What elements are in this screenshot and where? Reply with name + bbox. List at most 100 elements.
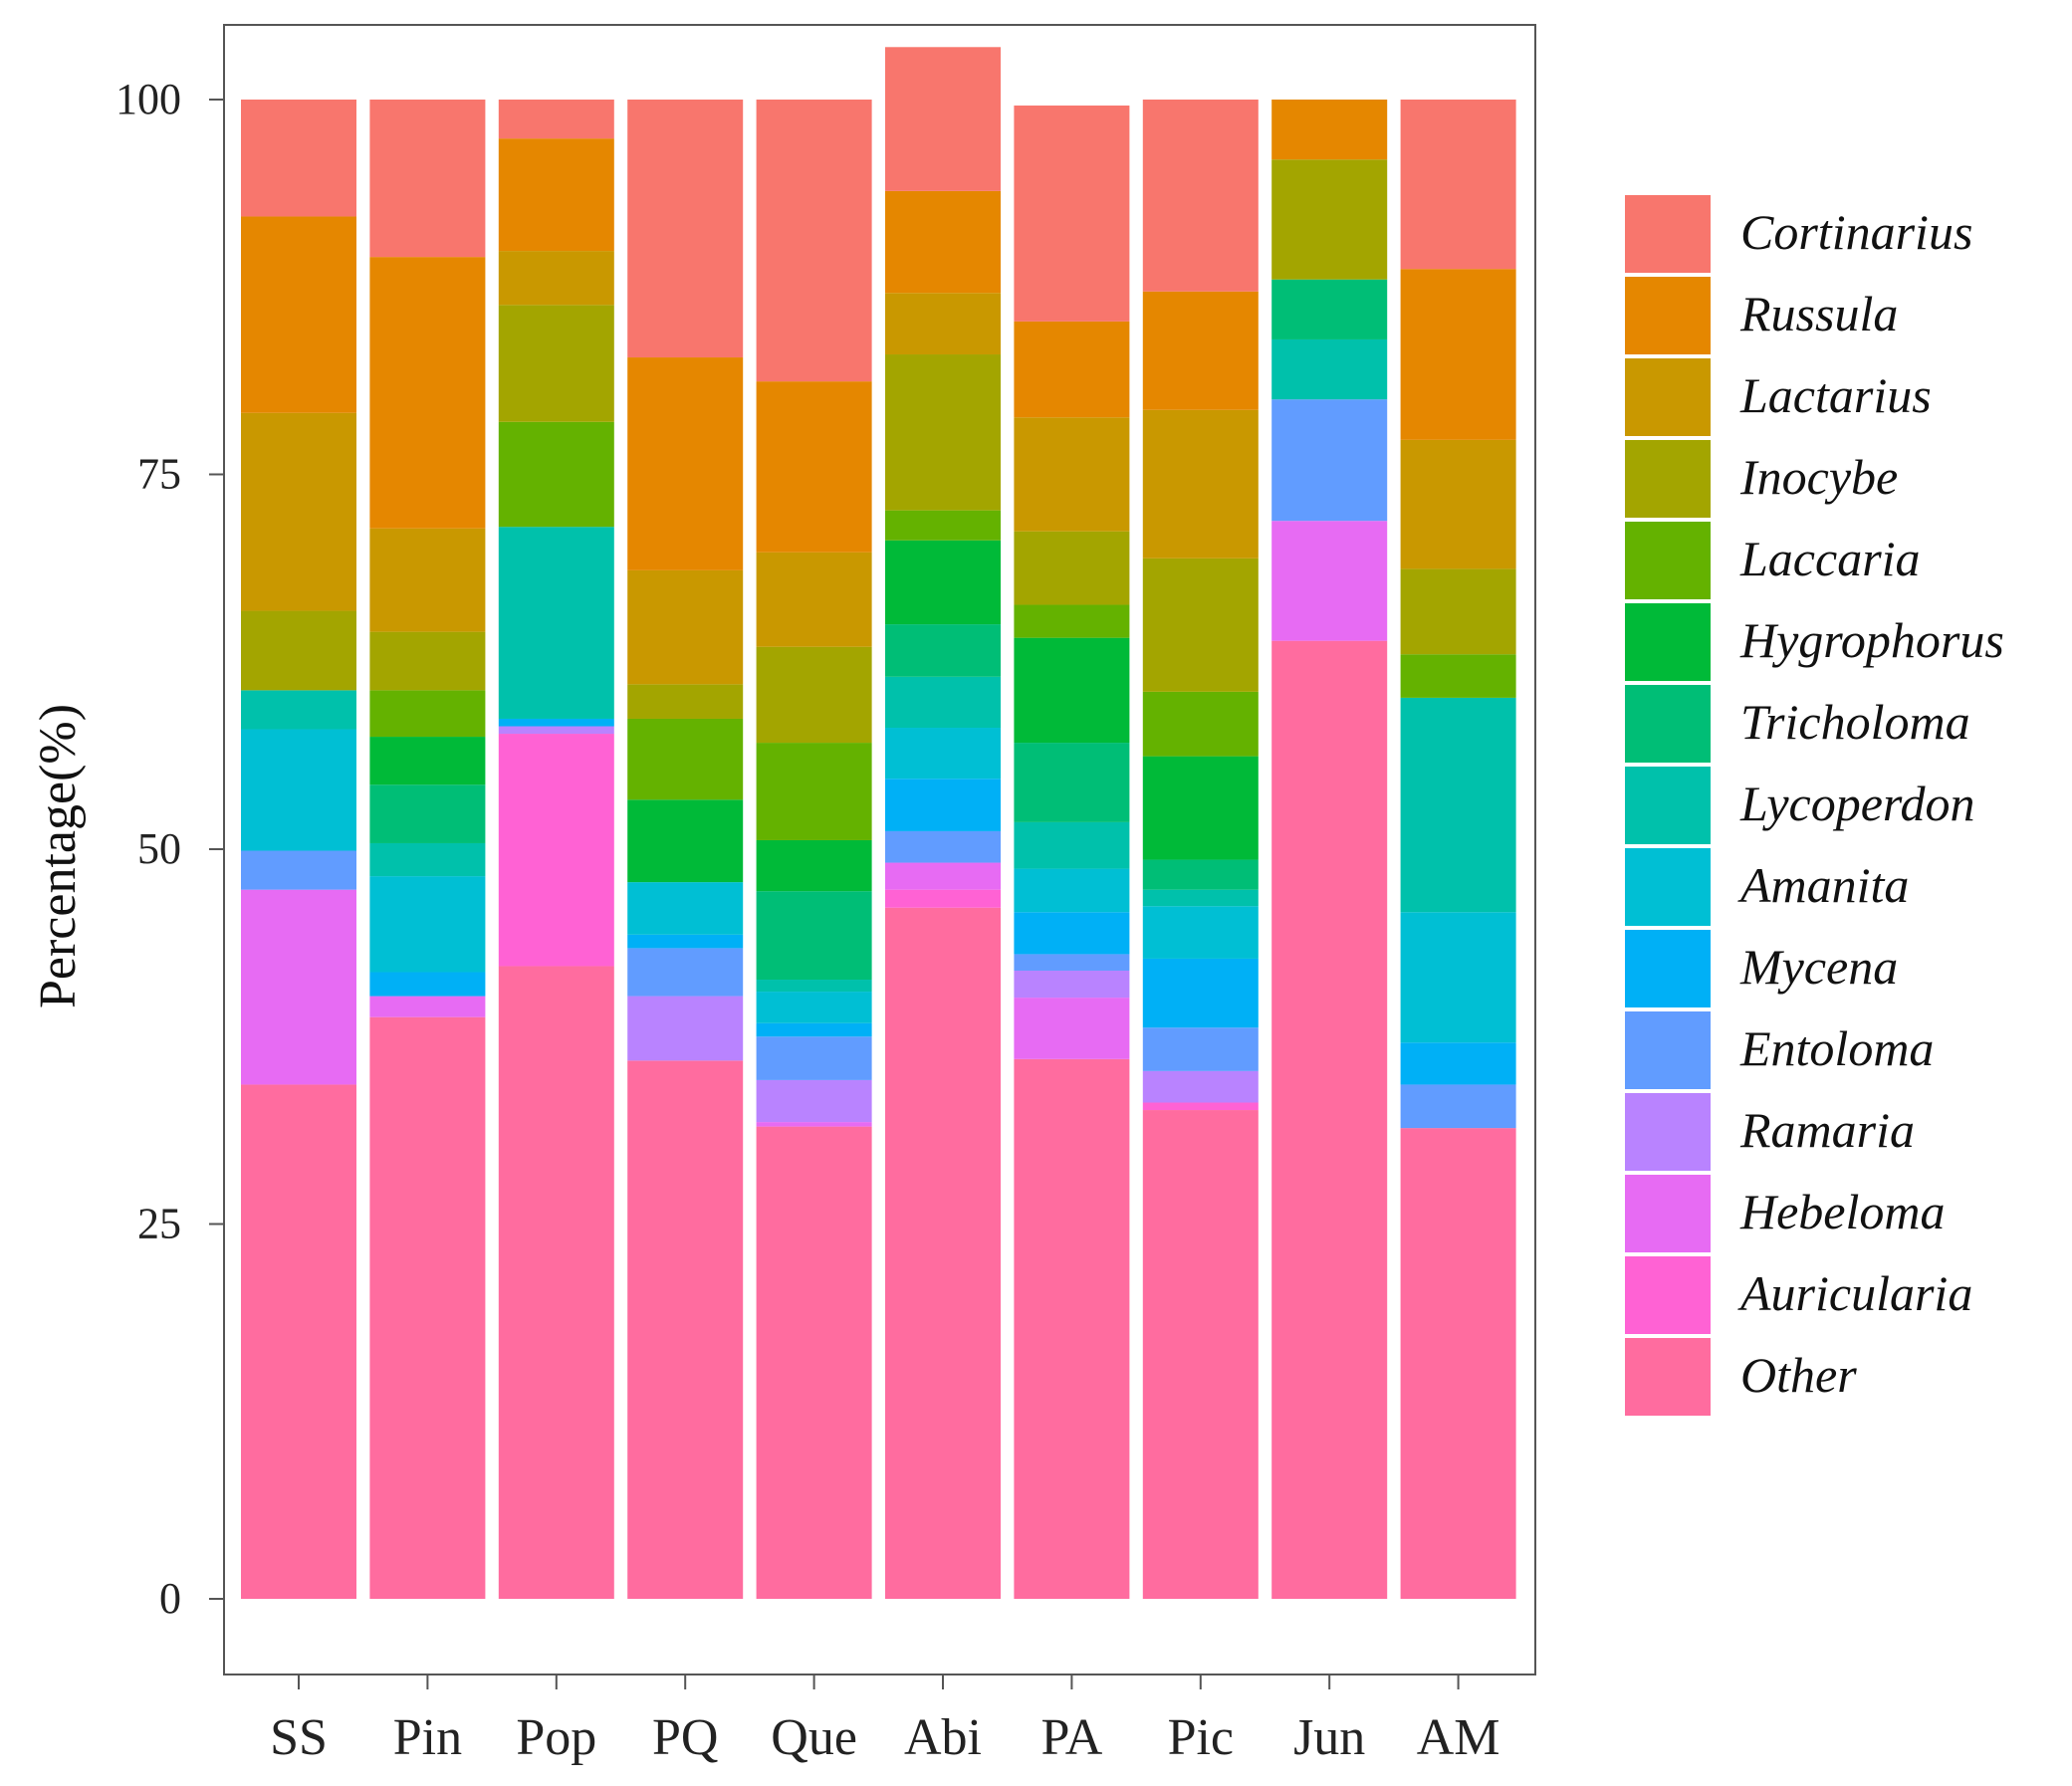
bar-segment-que-lactarius	[756, 552, 872, 647]
bar-segment-pa-amanita	[1014, 868, 1130, 913]
bar-segment-ss-hebeloma	[241, 889, 356, 1085]
legend-swatch	[1625, 1093, 1711, 1171]
bar-segment-abi-hebeloma	[885, 862, 1001, 890]
bar-segment-pa-cortinarius	[1014, 106, 1130, 322]
bar-segment-abi-tricholoma	[885, 624, 1001, 677]
bar-segment-jun-other	[1271, 640, 1388, 1599]
bar-segment-pq-entoloma	[627, 948, 744, 997]
bar-segment-pin-cortinarius	[369, 100, 486, 258]
legend-item-inocybe: Inocybe	[1625, 440, 1898, 518]
bar-stack-am	[1400, 100, 1516, 1599]
x-tick-label-que: Que	[771, 1709, 857, 1766]
bar-segment-que-hygrophorus	[756, 839, 872, 892]
legend-swatch	[1625, 277, 1711, 354]
legend-item-russula: Russula	[1625, 277, 1898, 354]
legend-swatch	[1625, 603, 1711, 681]
x-axis: SS Pin Pop PQ Que Abi PA Pic Jun AM	[270, 1674, 1499, 1766]
bar-segment-pin-russula	[369, 257, 486, 529]
bar-segment-am-mycena	[1400, 1042, 1516, 1085]
bar-segment-jun-tricholoma	[1271, 279, 1388, 339]
legend-item-other: Other	[1625, 1338, 1857, 1416]
bar-segment-pa-inocybe	[1014, 531, 1130, 605]
legend-swatch	[1625, 1256, 1711, 1334]
bar-segment-abi-other	[885, 907, 1001, 1599]
bar-segment-abi-russula	[885, 190, 1001, 294]
bar-segment-pq-laccaria	[627, 718, 744, 800]
bar-segment-am-entoloma	[1400, 1084, 1516, 1129]
bar-segment-jun-entoloma	[1271, 399, 1388, 522]
bar-stack-abi	[885, 47, 1001, 1599]
bar-segment-pin-mycena	[369, 972, 486, 997]
bar-segment-pq-lactarius	[627, 569, 744, 685]
bar-segment-pa-entoloma	[1014, 954, 1130, 971]
bar-segment-pa-hygrophorus	[1014, 637, 1130, 744]
legend-swatch	[1625, 195, 1711, 273]
legend-swatch	[1625, 1011, 1711, 1089]
legend-item-tricholoma: Tricholoma	[1625, 685, 1970, 763]
bar-stack-jun	[1271, 100, 1388, 1599]
bar-segment-pic-tricholoma	[1142, 859, 1259, 890]
bar-segment-pa-lactarius	[1014, 417, 1130, 532]
legend-label: Amanita	[1737, 857, 1909, 913]
bar-stack-pa	[1014, 106, 1130, 1599]
bar-segment-abi-inocybe	[885, 354, 1001, 511]
legend-swatch	[1625, 685, 1711, 763]
legend-swatch	[1625, 767, 1711, 844]
bar-segment-pa-lycoperdon	[1014, 821, 1130, 869]
legend-label: Hebeloma	[1739, 1184, 1946, 1239]
legend-item-lactarius: Lactarius	[1625, 358, 1932, 436]
bar-segment-pic-amanita	[1142, 906, 1259, 959]
bar-segment-pop-russula	[498, 138, 614, 252]
bar-segment-pic-hygrophorus	[1142, 756, 1259, 860]
legend-label: Other	[1740, 1347, 1857, 1403]
bar-segment-am-inocybe	[1400, 568, 1516, 655]
y-tick-label: 0	[159, 1574, 181, 1623]
bar-segment-que-lycoperdon	[756, 980, 872, 993]
bar-segment-pic-mycena	[1142, 958, 1259, 1028]
bar-segment-que-tricholoma	[756, 891, 872, 981]
bar-segment-pic-auricularia	[1142, 1102, 1259, 1111]
x-tick-label-pa: PA	[1041, 1709, 1103, 1766]
bar-segment-pic-lycoperdon	[1142, 889, 1259, 907]
bar-segment-pop-lycoperdon	[498, 527, 614, 719]
bar-segment-que-hebeloma	[756, 1122, 872, 1127]
y-tick-label: 75	[137, 450, 181, 499]
legend-item-lycoperdon: Lycoperdon	[1625, 767, 1975, 844]
bar-segment-jun-inocybe	[1271, 159, 1388, 280]
x-tick-label-pic: Pic	[1168, 1709, 1234, 1766]
x-tick-label-pin: Pin	[393, 1709, 462, 1766]
x-tick-label-jun: Jun	[1293, 1709, 1365, 1766]
legend-label: Cortinarius	[1740, 204, 1972, 260]
legend-item-hygrophorus: Hygrophorus	[1625, 603, 2004, 681]
x-tick-label-am: AM	[1417, 1709, 1500, 1766]
legend-swatch	[1625, 440, 1711, 518]
bar-segment-pic-ramaria	[1142, 1070, 1259, 1103]
x-tick-label-ss: SS	[270, 1709, 328, 1766]
bar-segment-ss-cortinarius	[241, 100, 356, 217]
bar-segment-pq-hygrophorus	[627, 799, 744, 883]
bar-segment-ss-lycoperdon	[241, 690, 356, 730]
legend-label: Lycoperdon	[1739, 776, 1975, 831]
bar-segment-am-russula	[1400, 269, 1516, 440]
bar-segment-abi-cortinarius	[885, 47, 1001, 191]
legend-label: Russula	[1739, 286, 1898, 341]
bar-segment-pq-cortinarius	[627, 100, 744, 358]
legend-swatch	[1625, 522, 1711, 599]
bar-segment-que-cortinarius	[756, 100, 872, 382]
bar-segment-pa-mycena	[1014, 912, 1130, 955]
bar-segment-pin-inocybe	[369, 631, 486, 691]
legend-item-amanita: Amanita	[1625, 848, 1909, 926]
bar-segment-pic-cortinarius	[1142, 100, 1259, 292]
bar-segment-pq-inocybe	[627, 684, 744, 719]
bar-segment-pic-entoloma	[1142, 1027, 1259, 1071]
legend-item-laccaria: Laccaria	[1625, 522, 1921, 599]
bar-segment-abi-mycena	[885, 779, 1001, 831]
bar-segment-jun-lycoperdon	[1271, 338, 1388, 400]
bar-segment-am-laccaria	[1400, 654, 1516, 698]
bar-segment-pop-cortinarius	[498, 100, 614, 139]
bar-segment-pin-hygrophorus	[369, 737, 486, 785]
bar-segment-pin-hebeloma	[369, 996, 486, 1017]
bar-segment-am-other	[1400, 1128, 1516, 1599]
bar-segment-jun-hebeloma	[1271, 521, 1388, 641]
